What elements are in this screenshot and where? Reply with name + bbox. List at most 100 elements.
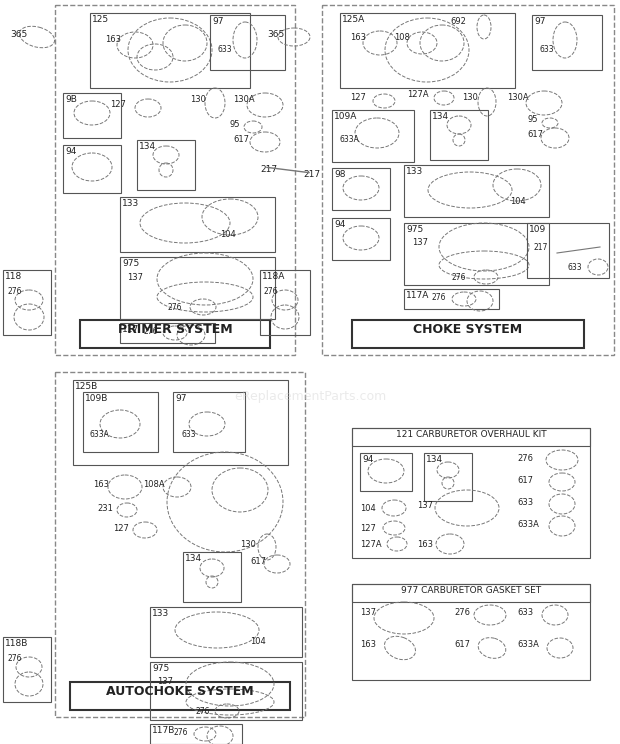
Bar (80, 320, 270, 348)
Text: 975: 975 (152, 664, 169, 673)
Text: 231: 231 (97, 504, 113, 513)
Text: 633: 633 (181, 430, 196, 439)
Bar (137, 140, 195, 190)
Text: 276: 276 (432, 293, 446, 302)
Text: 163: 163 (360, 640, 376, 649)
Bar (183, 552, 241, 602)
Bar (55, 5, 295, 355)
Text: 125: 125 (92, 15, 109, 24)
Text: 117A: 117A (406, 291, 430, 300)
Text: 137: 137 (127, 273, 143, 282)
Text: 276: 276 (452, 273, 466, 282)
Text: 117: 117 (122, 325, 140, 334)
Text: 617: 617 (517, 476, 533, 485)
Text: 633A: 633A (340, 135, 360, 144)
Bar (63, 145, 121, 193)
Text: 633A: 633A (517, 640, 539, 649)
Text: 137: 137 (157, 677, 173, 686)
Text: 9B: 9B (65, 95, 77, 104)
Text: 130: 130 (190, 95, 206, 104)
Text: 94: 94 (334, 220, 345, 229)
Text: 633A: 633A (517, 520, 539, 529)
Bar (210, 15, 285, 70)
Bar (332, 110, 414, 162)
Bar (3, 270, 51, 335)
Text: 104: 104 (250, 637, 266, 646)
Bar (120, 257, 275, 319)
Text: 109: 109 (529, 225, 546, 234)
Bar (340, 13, 515, 88)
Text: 163: 163 (105, 35, 121, 44)
Bar (73, 380, 288, 465)
Text: 130A: 130A (233, 95, 255, 104)
Text: 276: 276 (517, 454, 533, 463)
Text: 692: 692 (450, 17, 466, 26)
Text: 94: 94 (65, 147, 76, 156)
Text: 137: 137 (412, 238, 428, 247)
Text: 125B: 125B (75, 382, 98, 391)
Text: 137: 137 (417, 501, 433, 510)
Bar (352, 320, 584, 348)
Text: 127: 127 (113, 524, 129, 533)
Text: 276: 276 (173, 728, 187, 737)
Text: 127: 127 (360, 524, 376, 533)
Text: 121 CARBURETOR OVERHAUL KIT: 121 CARBURETOR OVERHAUL KIT (396, 430, 546, 439)
Text: 104: 104 (360, 504, 376, 513)
Text: 137: 137 (360, 608, 376, 617)
Text: 276: 276 (264, 287, 278, 296)
Bar (120, 323, 215, 343)
Text: 97: 97 (534, 17, 546, 26)
Text: 125A: 125A (342, 15, 365, 24)
Bar (150, 724, 242, 744)
Bar (352, 584, 590, 602)
Text: 118: 118 (5, 272, 22, 281)
Text: 217: 217 (303, 170, 320, 179)
Bar (70, 682, 290, 710)
Text: 130: 130 (240, 540, 256, 549)
Text: 127: 127 (110, 100, 126, 109)
Text: 134: 134 (185, 554, 202, 563)
Text: 130: 130 (462, 93, 478, 102)
Text: 97: 97 (175, 394, 187, 403)
Text: 134: 134 (139, 142, 156, 151)
Text: 633: 633 (217, 45, 232, 54)
Text: 633: 633 (517, 498, 533, 507)
Text: 95: 95 (527, 115, 538, 124)
Bar (173, 392, 245, 452)
Bar (532, 15, 602, 70)
Text: 217: 217 (260, 165, 277, 174)
Bar (352, 584, 590, 680)
Text: 134: 134 (432, 112, 449, 121)
Text: 108A: 108A (143, 480, 165, 489)
Text: 633: 633 (517, 608, 533, 617)
Text: 109A: 109A (334, 112, 357, 121)
Text: 109B: 109B (85, 394, 108, 403)
Text: 133: 133 (152, 609, 169, 618)
Text: 104: 104 (220, 230, 236, 239)
Text: 276: 276 (167, 303, 182, 312)
Bar (260, 270, 310, 335)
Text: 127: 127 (350, 93, 366, 102)
Bar (55, 372, 305, 717)
Text: 276: 276 (143, 327, 157, 336)
Text: AUTOCHOKE SYSTEM: AUTOCHOKE SYSTEM (106, 685, 254, 698)
Bar (150, 607, 302, 657)
Text: 127A: 127A (407, 90, 428, 99)
Text: 98: 98 (334, 170, 345, 179)
Text: 617: 617 (454, 640, 470, 649)
Bar (360, 453, 412, 491)
Text: 276: 276 (454, 608, 470, 617)
Text: CHOKE SYSTEM: CHOKE SYSTEM (414, 323, 523, 336)
Text: 217: 217 (534, 243, 548, 252)
Text: 617: 617 (527, 130, 543, 139)
Text: 130A: 130A (507, 93, 529, 102)
Text: 365: 365 (267, 30, 284, 39)
Bar (83, 392, 158, 452)
Bar (90, 13, 250, 88)
Text: 633: 633 (567, 263, 582, 272)
Bar (150, 662, 302, 720)
Bar (332, 168, 390, 210)
Bar (352, 428, 590, 446)
Text: 163: 163 (350, 33, 366, 42)
Text: 95: 95 (230, 120, 241, 129)
